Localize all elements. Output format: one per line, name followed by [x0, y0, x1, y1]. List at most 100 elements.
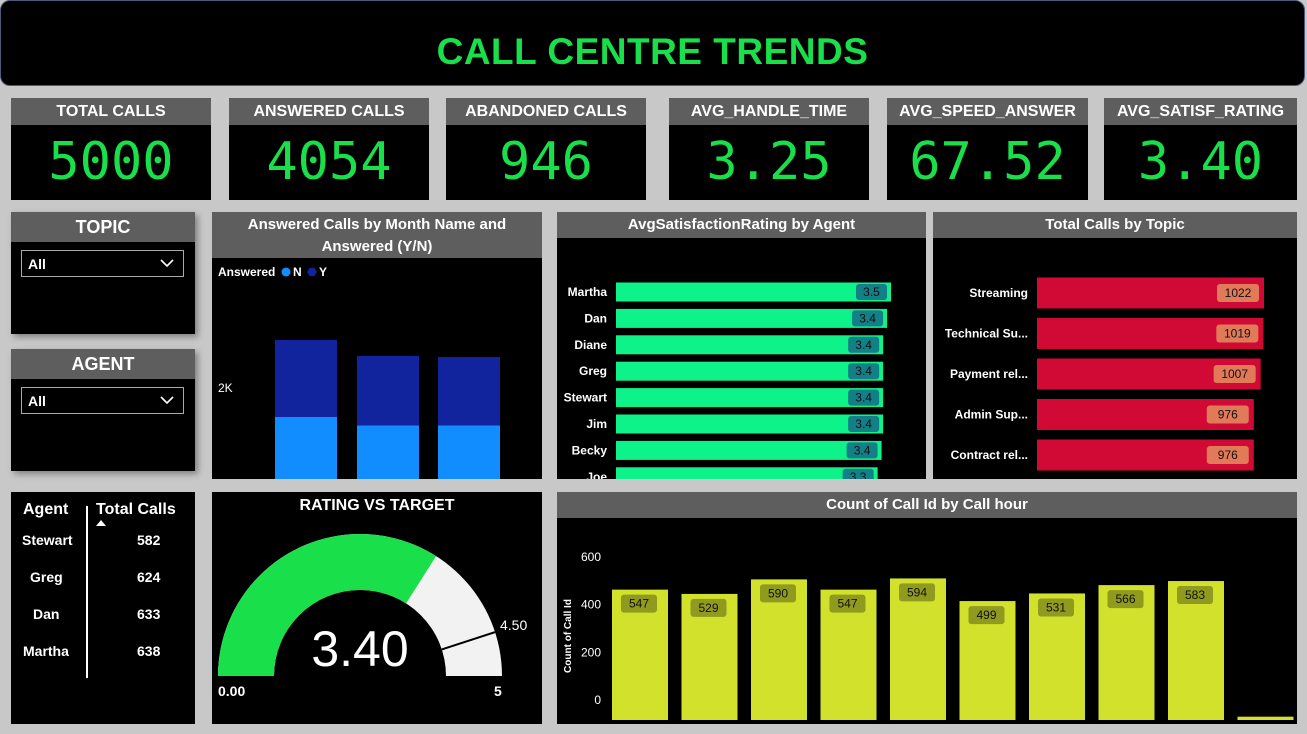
data-label-bg: [846, 442, 878, 459]
data-label: 3.4: [854, 443, 871, 457]
y-tick-label: 600: [581, 550, 601, 564]
data-label-bg: [899, 583, 935, 602]
agent-name: Martha: [23, 643, 69, 659]
table-header-total-calls[interactable]: Total Calls: [96, 501, 176, 518]
category-label: Diane: [574, 338, 607, 352]
calls-by-hour-plot: Count of Call Id 0 200 400 600 547 529 590 547 59…: [563, 550, 1294, 734]
kpi-value: 5000: [48, 132, 174, 192]
legend-marker: [307, 267, 317, 277]
data-label: 1019: [1224, 327, 1251, 341]
kpi-value: 3.25: [706, 132, 832, 192]
agent-slicer: AGENT All: [11, 349, 195, 471]
gauge-value: 3.40: [311, 621, 408, 677]
agent-dropdown[interactable]: All: [21, 387, 184, 414]
agent-calls-table: Agent Total Calls Stewart 582 Greg 624 D…: [11, 492, 195, 724]
kpi-label: AVG_SPEED_ANSWER: [887, 98, 1088, 125]
answered-by-month-chart: Answered Calls by Month Name and Answere…: [212, 212, 542, 514]
data-label-bg: [1213, 365, 1256, 383]
topic-slicer-title: TOPIC: [11, 212, 195, 242]
data-label-bg: [1177, 586, 1213, 605]
satisfaction-bar: [616, 467, 878, 487]
chart-title: Answered Calls by Month Name and Answere…: [212, 212, 542, 258]
satisfaction-bar: [616, 414, 884, 434]
legend-label: Y: [319, 265, 327, 279]
legend-marker: [281, 267, 291, 277]
satisfaction-bar: [616, 335, 884, 355]
kpi-label: TOTAL CALLS: [11, 98, 211, 125]
answered-by-month-plot: AnsweredNY0K2KJanuaryMarchFebruary: [218, 265, 500, 514]
category-label: Contract rel...: [951, 448, 1028, 462]
data-label: 3.5: [863, 285, 880, 299]
agent-name: Greg: [30, 569, 63, 585]
category-label: Jim: [586, 417, 607, 431]
data-label-bg: [829, 594, 866, 613]
kpi-value: 4054: [266, 132, 392, 192]
data-label-bg: [690, 598, 727, 617]
category-label: Joe: [586, 470, 607, 479]
agent-dropdown-value: All: [28, 393, 46, 409]
category-label: Dan: [584, 311, 607, 325]
y-tick-label: 400: [581, 598, 601, 612]
data-label-bg: [968, 606, 1005, 625]
table-header-agent[interactable]: Agent: [23, 501, 69, 518]
legend-title: Answered: [218, 265, 275, 279]
data-label-bg: [848, 336, 880, 353]
calls-by-topic-plot: Streaming 1022 Technical Su... 1019 Payment …: [945, 277, 1264, 471]
gauge-target-label: 4.50: [500, 617, 527, 633]
data-label: 590: [768, 586, 788, 600]
kpi-abandoned-calls: ABANDONED CALLS 946: [446, 98, 646, 200]
kpi-label: ANSWERED CALLS: [229, 98, 429, 125]
data-label: 583: [1185, 588, 1205, 602]
satisfaction-bar: [616, 282, 891, 302]
agent-calls: 624: [137, 569, 161, 585]
satisfaction-by-agent-plot: Martha 3.5 Dan 3.4 Diane 3.4 Greg 3.4 Stewart 3.4…: [564, 282, 891, 487]
data-label-bg: [1206, 405, 1249, 424]
data-label: 1007: [1221, 367, 1248, 381]
y-axis-title: Count of Call Id: [563, 599, 574, 673]
kpi-label: AVG_SATISF_RATING: [1104, 98, 1297, 125]
chart-title: AvgSatisfactionRating by Agent: [557, 212, 926, 238]
category-label: Admin Sup...: [955, 408, 1028, 422]
bar-segment-y: [357, 355, 419, 426]
agent-slicer-title: AGENT: [11, 349, 195, 379]
category-label: Streaming: [969, 286, 1028, 300]
data-label: 3.4: [855, 417, 872, 431]
data-label-bg: [1216, 324, 1259, 343]
agent-calls: 638: [137, 643, 161, 659]
data-label-bg: [848, 416, 880, 432]
data-label: 3.3: [850, 470, 867, 479]
data-label: 547: [837, 597, 857, 611]
data-label: 529: [698, 601, 718, 615]
data-label: 3.4: [855, 338, 872, 352]
dashboard-title-bar: CALL CENTRE TRENDS: [0, 0, 1305, 86]
data-label-bg: [1217, 284, 1259, 302]
kpi-value: 67.52: [909, 132, 1066, 192]
data-label: 3.4: [855, 364, 872, 378]
rating-vs-target-gauge: RATING VS TARGET 3.40 0.00 5 4.50: [212, 492, 542, 724]
legend-label: N: [293, 265, 302, 279]
data-label: 499: [976, 608, 996, 622]
kpi-label: AVG_HANDLE_TIME: [669, 98, 869, 125]
hour-bar: [1237, 716, 1294, 720]
topic-dropdown-value: All: [28, 256, 46, 272]
chart-title: Total Calls by Topic: [933, 212, 1297, 238]
agent-name: Dan: [33, 606, 60, 622]
satisfaction-by-agent-chart: AvgSatisfactionRating by Agent Martha 3.5…: [557, 212, 926, 487]
agent-name: Stewart: [22, 532, 73, 548]
gauge-plot: 3.40 0.00 5 4.50: [218, 534, 527, 699]
chevron-down-icon: [159, 256, 175, 272]
data-label: 547: [629, 597, 649, 611]
bar-segment-n: [438, 425, 500, 494]
kpi-answered-calls: ANSWERED CALLS 4054: [229, 98, 429, 200]
gauge-target-marker: [441, 631, 496, 651]
y-tick-label: 2K: [218, 381, 233, 395]
data-label: 531: [1046, 600, 1066, 614]
gauge-fill: [218, 534, 437, 676]
topic-dropdown[interactable]: All: [21, 250, 184, 277]
bar-segment-n: [357, 425, 419, 494]
data-label: 976: [1218, 408, 1238, 422]
y-tick-label: 200: [581, 645, 601, 659]
hour-bar: [1168, 581, 1224, 720]
kpi-avg-satisf-rating: AVG_SATISF_RATING 3.40: [1104, 98, 1297, 200]
agent-calls: 582: [137, 532, 161, 548]
